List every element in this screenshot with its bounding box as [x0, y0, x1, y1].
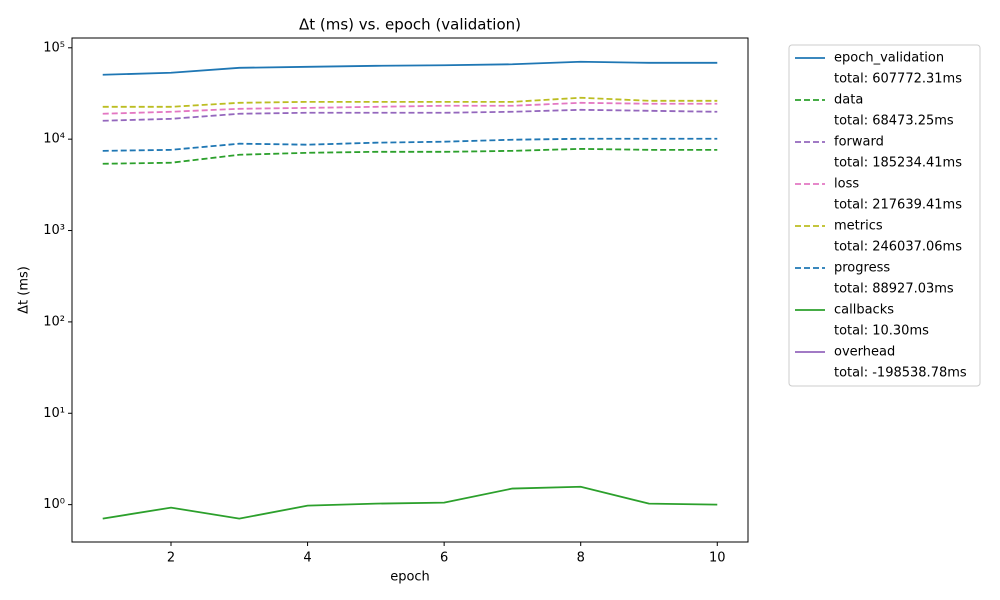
legend-total: total: 88927.03ms [834, 282, 954, 297]
x-tick-label: 10 [709, 551, 726, 566]
series-line [102, 101, 718, 115]
legend-label: metrics [834, 219, 883, 234]
legend-total: total: -198538.78ms [834, 366, 967, 381]
x-axis-label: epoch [390, 570, 430, 585]
legend-total: total: 246037.06ms [834, 240, 962, 255]
y-tick-label: 10⁵ [43, 40, 65, 55]
legend-total: total: 10.30ms [834, 324, 929, 339]
legend-box [788, 44, 981, 387]
series-line [102, 137, 718, 152]
x-tick-label: 2 [167, 551, 175, 566]
series-line [102, 485, 718, 520]
x-tick-label: 6 [440, 551, 448, 566]
legend-label: epoch_validation [834, 51, 944, 66]
legend-label: callbacks [834, 303, 894, 318]
legend-total: total: 217639.41ms [834, 198, 962, 213]
legend-label: progress [834, 261, 890, 276]
series-line [102, 60, 718, 76]
legend-label: loss [834, 177, 859, 192]
y-tick-label: 10⁰ [43, 497, 65, 512]
legend-total: total: 68473.25ms [834, 114, 954, 129]
legend-label: data [834, 93, 863, 108]
y-tick-label: 10³ [43, 223, 65, 238]
legend-total: total: 185234.41ms [834, 156, 962, 171]
series-line [102, 147, 718, 165]
plot-frame [71, 37, 749, 543]
series-line [102, 96, 718, 108]
legend-label: forward [834, 135, 884, 150]
y-tick-label: 10² [43, 314, 65, 329]
y-tick-label: 10⁴ [43, 132, 65, 147]
y-tick-label: 10¹ [43, 406, 65, 421]
y-axis-label: Δt (ms) [17, 266, 32, 314]
x-tick-label: 8 [577, 551, 585, 566]
x-tick-label: 4 [303, 551, 311, 566]
series-line [102, 108, 718, 122]
chart-title: Δt (ms) vs. epoch (validation) [299, 16, 521, 34]
legend-total: total: 607772.31ms [834, 72, 962, 87]
legend-label: overhead [834, 345, 895, 360]
